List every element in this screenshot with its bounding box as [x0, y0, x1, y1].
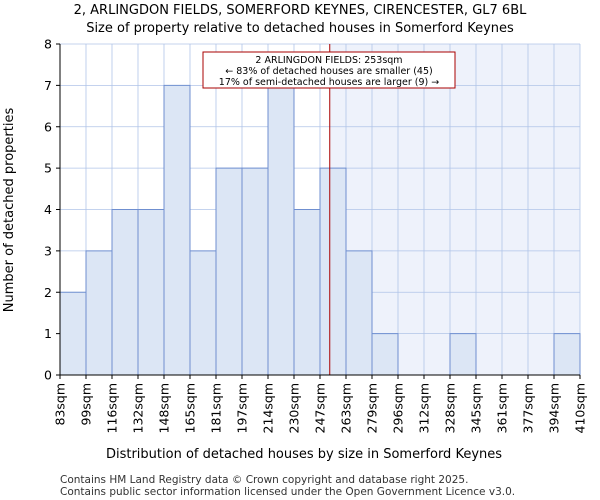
bar-197sqm — [241, 167, 269, 376]
x-tick-label: 132sqm — [131, 383, 146, 433]
x-tick-label: 279sqm — [365, 383, 380, 433]
x-tick-label: 377sqm — [521, 383, 536, 433]
x-tick-label: 394sqm — [547, 383, 562, 433]
y-tick-label: 1 — [44, 326, 52, 341]
bar-83sqm — [59, 291, 87, 376]
y-tick-label: 6 — [44, 119, 52, 134]
y-tick-label: 2 — [44, 285, 52, 300]
annotation-line-2: ← 83% of detached houses are smaller (45… — [225, 66, 432, 77]
bar-99sqm — [85, 250, 113, 376]
bar-263sqm — [345, 250, 373, 376]
bar-132sqm — [137, 209, 165, 376]
bar-165sqm — [189, 250, 217, 376]
chart-subtitle: Size of property relative to detached ho… — [86, 21, 514, 36]
chart-title: 2, ARLINGDON FIELDS, SOMERFORD KEYNES, C… — [74, 3, 527, 18]
y-tick-label: 7 — [44, 78, 52, 93]
bar-230sqm — [293, 209, 321, 376]
annotation-box — [202, 51, 456, 89]
x-tick-label: 328sqm — [443, 383, 458, 433]
y-tick-label: 0 — [44, 368, 52, 383]
x-tick-label: 116sqm — [105, 383, 120, 433]
x-tick-label: 181sqm — [209, 383, 224, 433]
property-annotation: 2 ARLINGDON FIELDS: 253sqm ← 83% of deta… — [202, 51, 456, 89]
y-tick-label: 5 — [44, 161, 52, 176]
x-axis-label: Distribution of detached houses by size … — [106, 447, 502, 462]
bar-328sqm — [449, 333, 477, 376]
y-tick-labels: 0 1 2 3 4 5 6 7 8 — [44, 37, 60, 383]
y-tick-label: 3 — [44, 243, 52, 258]
x-tick-label: 312sqm — [417, 383, 432, 433]
x-tick-label: 230sqm — [287, 383, 302, 433]
bar-148sqm — [163, 84, 191, 376]
x-tick-label: 296sqm — [391, 383, 406, 433]
x-tick-label: 263sqm — [339, 383, 354, 433]
bar-247sqm — [319, 167, 347, 376]
x-tick-label: 197sqm — [235, 383, 250, 433]
bar-394sqm — [553, 333, 581, 376]
bar-214sqm — [267, 84, 295, 376]
x-tick-label: 165sqm — [183, 383, 198, 433]
x-tick-label: 148sqm — [157, 383, 172, 433]
annotation-line-3: 17% of semi-detached houses are larger (… — [219, 77, 439, 88]
bars — [59, 84, 581, 376]
x-tick-label: 361sqm — [495, 383, 510, 433]
y-tick-label: 4 — [44, 202, 52, 217]
x-tick-label: 345sqm — [469, 383, 484, 433]
x-tick-label: 247sqm — [313, 383, 328, 433]
bar-279sqm — [371, 333, 399, 376]
x-tick-label: 83sqm — [53, 383, 68, 426]
y-axis-label: Number of detached properties — [2, 108, 17, 313]
x-tick-labels: 83sqm 99sqm 116sqm 132sqm 148sqm 165sqm 181sqm… — [53, 375, 588, 433]
x-tick-label: 214sqm — [261, 383, 276, 433]
y-tick-label: 8 — [44, 37, 52, 52]
footer-copyright: Contains HM Land Registry data © Crown c… — [60, 474, 468, 486]
x-tick-label: 99sqm — [79, 383, 94, 426]
annotation-line-1: 2 ARLINGDON FIELDS: 253sqm — [255, 55, 402, 66]
bar-116sqm — [111, 209, 139, 376]
footer-licence: Contains public sector information licen… — [60, 486, 515, 498]
bar-181sqm — [215, 167, 243, 376]
x-tick-label: 410sqm — [573, 383, 588, 433]
